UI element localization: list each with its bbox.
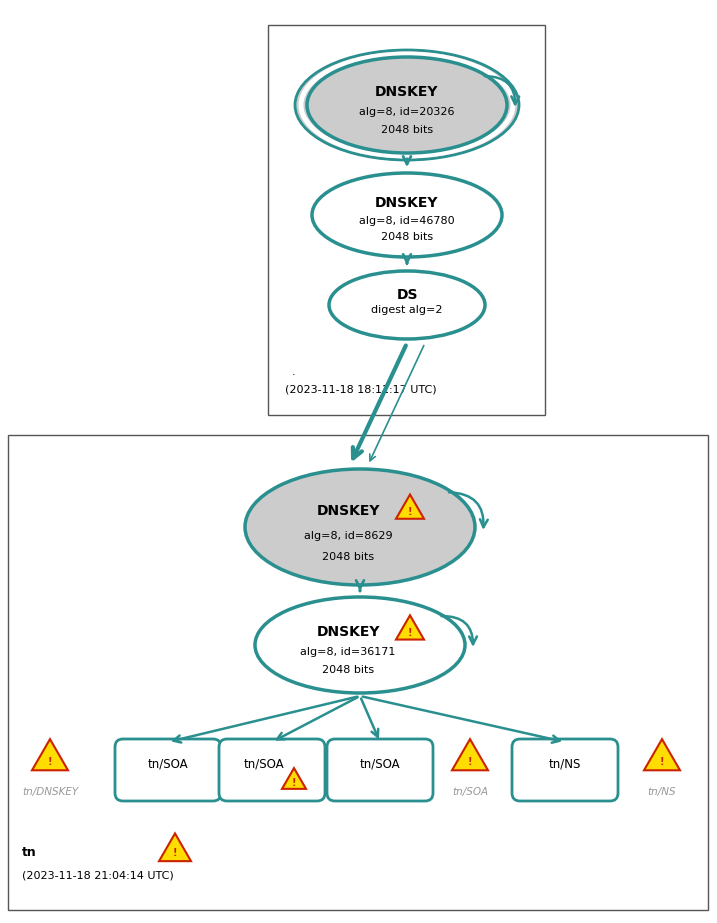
FancyBboxPatch shape [219,739,325,801]
Text: digest alg=2: digest alg=2 [371,306,443,315]
Text: alg=8, id=36171: alg=8, id=36171 [300,647,396,657]
Polygon shape [644,739,680,771]
FancyBboxPatch shape [327,739,433,801]
Text: tn/NS: tn/NS [647,787,676,797]
Text: !: ! [408,628,412,638]
Text: tn/NS: tn/NS [549,758,581,771]
Text: DNSKEY: DNSKEY [375,197,439,210]
Ellipse shape [301,54,513,156]
Text: !: ! [48,757,52,767]
Text: alg=8, id=46780: alg=8, id=46780 [359,216,455,226]
FancyBboxPatch shape [115,739,221,801]
Text: 2048 bits: 2048 bits [322,665,374,675]
Ellipse shape [307,57,507,153]
Bar [8,435,708,910]
Text: alg=8, id=20326: alg=8, id=20326 [359,107,455,117]
Text: tn/SOA: tn/SOA [148,758,189,771]
Text: .: . [292,367,295,377]
Text: (2023-11-18 21:04:14 UTC): (2023-11-18 21:04:14 UTC) [22,870,174,880]
Text: !: ! [173,848,177,858]
Text: !: ! [408,507,412,517]
Text: !: ! [467,757,473,767]
Text: !: ! [660,757,664,767]
Polygon shape [452,739,488,771]
Ellipse shape [295,50,519,160]
Text: DNSKEY: DNSKEY [316,625,380,639]
Text: (2023-11-18 18:11:17 UTC): (2023-11-18 18:11:17 UTC) [285,385,437,395]
Text: alg=8, id=8629: alg=8, id=8629 [304,531,392,541]
Text: tn: tn [22,846,37,859]
Text: DNSKEY: DNSKEY [375,85,439,99]
Text: 2048 bits: 2048 bits [381,232,433,242]
Text: tn/SOA: tn/SOA [244,758,285,771]
Text: DNSKEY: DNSKEY [316,504,380,518]
FancyBboxPatch shape [512,739,618,801]
Ellipse shape [255,597,465,693]
Text: tn/DNSKEY: tn/DNSKEY [22,787,78,797]
Polygon shape [159,833,191,861]
Text: 2048 bits: 2048 bits [381,125,433,135]
Text: !: ! [292,778,296,788]
Polygon shape [396,616,424,640]
Bar [268,25,545,415]
Polygon shape [32,739,68,771]
Ellipse shape [312,173,502,257]
Polygon shape [396,495,424,519]
Ellipse shape [329,271,485,339]
Text: tn/SOA: tn/SOA [360,758,400,771]
Text: 2048 bits: 2048 bits [322,552,374,562]
Text: DS: DS [397,289,418,303]
Polygon shape [282,768,306,789]
Ellipse shape [245,469,475,585]
Text: tn/SOA: tn/SOA [452,787,488,797]
